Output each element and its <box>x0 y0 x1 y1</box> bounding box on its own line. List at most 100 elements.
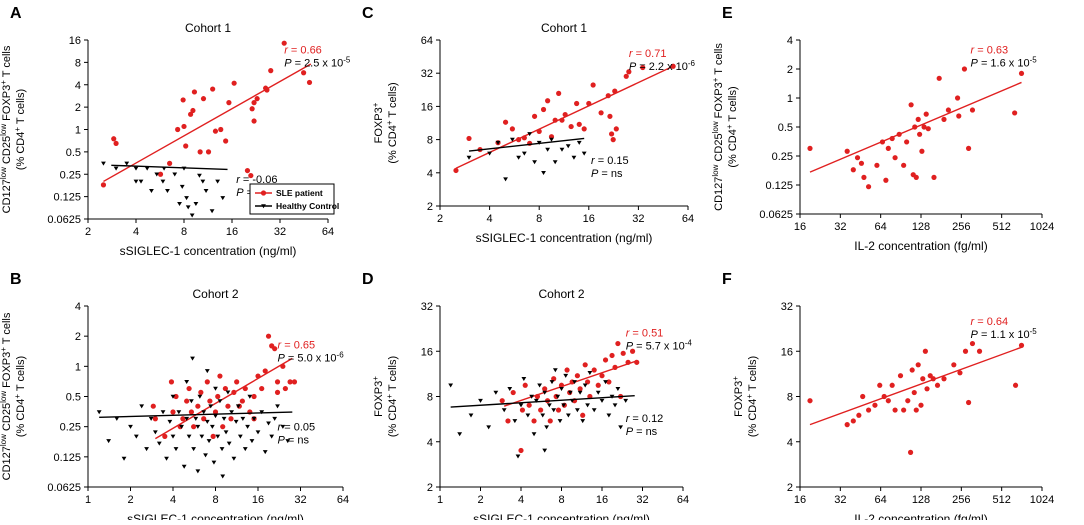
data-point <box>901 162 907 168</box>
x-tick-label: 64 <box>322 226 334 238</box>
data-point <box>190 107 196 114</box>
data-point <box>860 393 866 400</box>
p-annotation: P = 2.2 x 10-6 <box>629 58 696 73</box>
y-tick-label: 0.125 <box>765 180 793 192</box>
x-axis-label: sSIGLEC-1 concentration (ng/ml) <box>473 512 650 520</box>
data-point <box>872 402 878 408</box>
data-point <box>156 441 162 446</box>
p-annotation: P = 2.5 x 10-5 <box>284 55 351 70</box>
y-tick-label: 64 <box>421 35 433 47</box>
data-point <box>114 416 120 421</box>
data-point <box>540 106 547 113</box>
data-point <box>544 425 550 430</box>
fit-line <box>103 63 312 183</box>
data-point <box>212 409 219 415</box>
data-point <box>157 171 164 177</box>
data-point <box>961 66 968 72</box>
data-point <box>576 121 582 127</box>
data-point <box>221 416 227 421</box>
data-point <box>885 145 891 151</box>
data-point <box>285 439 291 444</box>
data-point <box>807 398 813 404</box>
data-point <box>188 409 195 415</box>
data-point <box>1018 342 1025 348</box>
data-point <box>237 434 243 439</box>
data-point <box>138 179 144 184</box>
data-point <box>526 402 532 408</box>
data-point <box>197 394 203 399</box>
y-tick-label: 2 <box>427 482 433 494</box>
y-tick-label: 0.125 <box>53 192 81 204</box>
data-point <box>234 379 240 385</box>
data-point <box>564 367 570 373</box>
x-tick-label: 64 <box>682 213 694 225</box>
x-tick-label: 8 <box>212 494 218 506</box>
series-sle: r = 0.65P = 5.0 x 10-6 <box>150 333 345 440</box>
p-annotation: P = 5.0 x 10-6 <box>278 350 345 365</box>
data-point <box>226 100 232 106</box>
data-point <box>908 102 914 108</box>
r-annotation: r = 0.15 <box>591 155 629 167</box>
data-point <box>542 386 548 392</box>
data-point <box>551 408 557 413</box>
panel-B: B Cohort 2 1 2 4 8 16 32 64 0.0625 0.125 0.25 0.5 1 2 4… <box>0 271 349 525</box>
data-point <box>181 464 187 469</box>
data-point <box>213 386 218 391</box>
data-point <box>538 407 544 413</box>
series-sle: r = 0.63P = 1.6 x 10-5 <box>807 44 1038 190</box>
data-point <box>969 340 976 347</box>
data-point <box>567 390 573 395</box>
y-axis-label: FOXP3+ <box>371 376 386 417</box>
data-point <box>540 413 546 418</box>
data-point <box>904 139 910 145</box>
y-tick-label: 0.25 <box>60 422 81 434</box>
panel-letter: D <box>362 271 374 288</box>
data-point <box>184 398 190 404</box>
x-tick-label: 16 <box>794 494 806 506</box>
data-point <box>515 454 521 459</box>
data-point <box>623 398 629 403</box>
data-point <box>571 155 577 160</box>
data-point <box>168 379 175 385</box>
p-annotation: P = 1.6 x 10-5 <box>971 55 1038 70</box>
x-tick-label: 2 <box>437 213 443 225</box>
x-tick-label: 1 <box>85 494 91 506</box>
x-axis-label: IL-2 concentration (fg/ml) <box>854 239 987 253</box>
data-point <box>945 107 952 113</box>
data-point <box>640 64 646 71</box>
data-point <box>281 40 287 46</box>
p-annotation: P = ns <box>278 434 310 446</box>
data-point <box>527 132 533 137</box>
y-tick-label: 0.25 <box>772 151 793 163</box>
data-point <box>215 434 221 439</box>
data-point <box>189 213 195 218</box>
x-axis-label: sSIGLEC-1 concentration (ng/ml) <box>120 244 297 258</box>
series-hc: r = 0.15P = ns <box>466 132 629 182</box>
data-point <box>620 350 626 356</box>
data-point <box>209 209 215 214</box>
data-point <box>918 402 924 408</box>
data-point <box>501 408 507 413</box>
data-point <box>262 368 268 374</box>
y-axis-label: (% CD4+ T cells) <box>13 89 28 170</box>
data-point <box>493 390 499 395</box>
data-point <box>956 113 962 119</box>
y-tick-label: 16 <box>69 35 81 47</box>
panel-title: Cohort 2 <box>192 287 238 301</box>
data-point <box>541 171 546 175</box>
data-point <box>561 403 567 408</box>
data-point <box>542 448 548 453</box>
x-tick-label: 512 <box>992 221 1010 233</box>
legend-label-sle: SLE patient <box>276 188 323 198</box>
data-point <box>275 404 280 409</box>
series-sle: r = 0.71P = 2.2 x 10-6 <box>453 48 696 174</box>
data-point <box>197 173 202 178</box>
data-point <box>532 160 537 165</box>
data-point <box>557 419 563 424</box>
data-point <box>226 441 232 446</box>
y-tick-label: 2 <box>75 102 81 114</box>
x-tick-label: 16 <box>226 226 238 238</box>
x-tick-label: 256 <box>952 221 970 233</box>
data-point <box>858 160 865 166</box>
